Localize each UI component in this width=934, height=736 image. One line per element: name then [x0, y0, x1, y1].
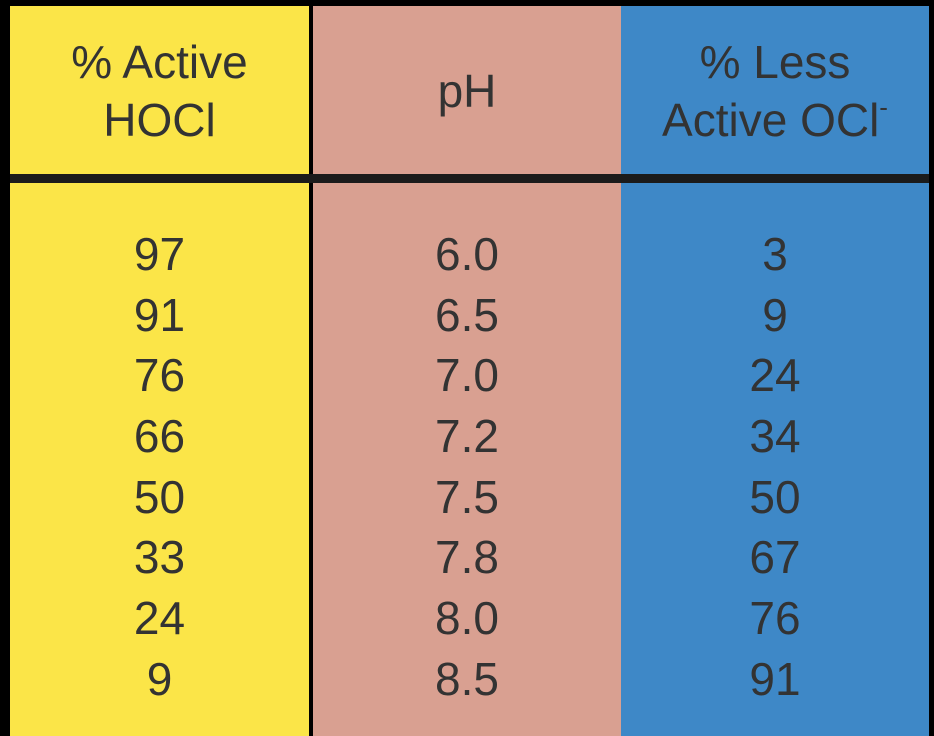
hocl-column: % Active HOCl 97 91 76 66 50 33 24 9 [10, 6, 309, 736]
ocl-value-cell: 76 [749, 592, 801, 645]
hocl-header-line-1: % Active [71, 36, 248, 88]
ocl-header-line-2-text: Active OCl [662, 94, 880, 146]
ph-column: pH 6.0 6.5 7.0 7.2 7.5 7.8 8.0 8.5 [313, 6, 621, 736]
ph-value-cell: 7.8 [435, 531, 499, 584]
ocl-header-superscript: - [879, 92, 888, 122]
hocl-value-cell: 66 [133, 410, 186, 463]
ph-value-cell: 8.0 [435, 592, 499, 645]
ph-value-cell: 6.5 [435, 288, 499, 341]
ocl-column-header: % Less Active OCl- [621, 26, 929, 156]
ocl-value-cell: 50 [749, 470, 801, 523]
hocl-value-cell: 50 [133, 470, 186, 523]
hocl-values: 97 91 76 66 50 33 24 9 [10, 224, 309, 710]
ph-value-cell: 7.2 [435, 410, 499, 463]
hocl-value-cell: 33 [133, 531, 186, 584]
hocl-header-line-2: HOCl [103, 94, 216, 146]
hocl-value-cell: 24 [133, 592, 186, 645]
ocl-value-cell: 67 [749, 531, 801, 584]
ph-column-header: pH [313, 26, 621, 156]
ph-value-cell: 7.0 [435, 349, 499, 402]
ocl-value-cell: 3 [762, 228, 788, 280]
hocl-value-cell: 9 [146, 652, 173, 705]
ph-value-cell: 8.5 [435, 652, 499, 705]
ocl-header-line-2: Active OCl- [662, 91, 888, 149]
ph-value-cell: 7.5 [435, 470, 499, 523]
hocl-column-header: % Active HOCl [10, 26, 309, 156]
ocl-value-cell: 34 [749, 410, 801, 463]
ocl-value-cell: 9 [762, 288, 788, 341]
hocl-value-cell: 97 [133, 228, 186, 280]
ph-header-line-1: pH [437, 65, 497, 117]
ph-values: 6.0 6.5 7.0 7.2 7.5 7.8 8.0 8.5 [313, 224, 621, 710]
ph-value-cell: 6.0 [435, 228, 499, 280]
header-divider [10, 174, 929, 183]
ocl-header-line-1: % Less [699, 36, 851, 88]
ocl-value-cell: 24 [749, 349, 801, 402]
hocl-value-cell: 76 [133, 349, 186, 402]
ocl-values: 3 9 24 34 50 67 76 91 [621, 224, 929, 710]
ocl-column: % Less Active OCl- 3 9 24 34 50 67 76 91 [621, 6, 929, 736]
ocl-value-cell: 91 [749, 652, 801, 705]
hocl-value-cell: 91 [133, 288, 186, 341]
